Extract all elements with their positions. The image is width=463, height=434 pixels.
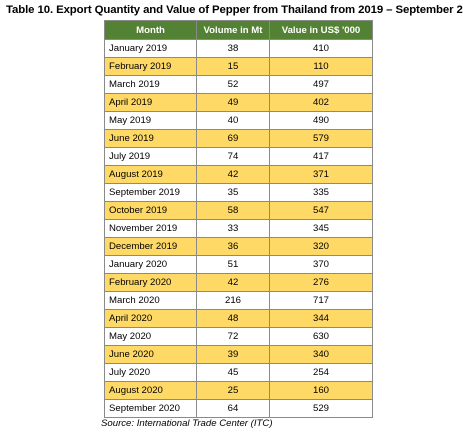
cell-volume: 38 <box>196 39 270 58</box>
table-row: April 2019 49 402 <box>104 93 373 112</box>
cell-month: January 2019 <box>104 39 197 58</box>
cell-month: February 2020 <box>104 273 197 292</box>
cell-value: 345 <box>269 219 373 238</box>
table-row: February 2020 42 276 <box>104 273 373 292</box>
cell-value: 371 <box>269 165 373 184</box>
table-header-row: Month Volume in Mt Value in US$ '000 <box>104 20 373 40</box>
cell-volume: 64 <box>196 399 270 418</box>
cell-month: June 2019 <box>104 129 197 148</box>
cell-value: 370 <box>269 255 373 274</box>
cell-value: 110 <box>269 57 373 76</box>
cell-volume: 48 <box>196 309 270 328</box>
cell-value: 410 <box>269 39 373 58</box>
table-row: March 2020 216 717 <box>104 291 373 310</box>
cell-volume: 42 <box>196 165 270 184</box>
cell-month: September 2020 <box>104 399 197 418</box>
table-row: January 2019 38 410 <box>104 39 373 58</box>
cell-volume: 52 <box>196 75 270 94</box>
cell-month: August 2020 <box>104 381 197 400</box>
cell-value: 547 <box>269 201 373 220</box>
cell-month: May 2019 <box>104 111 197 130</box>
table-row: December 2019 36 320 <box>104 237 373 256</box>
cell-month: January 2020 <box>104 255 197 274</box>
table-row: May 2020 72 630 <box>104 327 373 346</box>
cell-month: February 2019 <box>104 57 197 76</box>
cell-month: April 2020 <box>104 309 197 328</box>
table-row: April 2020 48 344 <box>104 309 373 328</box>
cell-month: October 2019 <box>104 201 197 220</box>
table-row: January 2020 51 370 <box>104 255 373 274</box>
cell-value: 497 <box>269 75 373 94</box>
cell-value: 276 <box>269 273 373 292</box>
table-row: November 2019 33 345 <box>104 219 373 238</box>
header-volume: Volume in Mt <box>196 20 270 40</box>
cell-month: August 2019 <box>104 165 197 184</box>
table-row: August 2019 42 371 <box>104 165 373 184</box>
cell-month: December 2019 <box>104 237 197 256</box>
table-row: June 2019 69 579 <box>104 129 373 148</box>
table-row: March 2019 52 497 <box>104 75 373 94</box>
cell-value: 344 <box>269 309 373 328</box>
cell-month: July 2020 <box>104 363 197 382</box>
cell-value: 490 <box>269 111 373 130</box>
cell-volume: 216 <box>196 291 270 310</box>
cell-month: March 2019 <box>104 75 197 94</box>
cell-value: 402 <box>269 93 373 112</box>
cell-volume: 40 <box>196 111 270 130</box>
table-row: May 2019 40 490 <box>104 111 373 130</box>
cell-month: April 2019 <box>104 93 197 112</box>
cell-volume: 72 <box>196 327 270 346</box>
cell-value: 160 <box>269 381 373 400</box>
table-row: July 2020 45 254 <box>104 363 373 382</box>
cell-month: May 2020 <box>104 327 197 346</box>
cell-volume: 58 <box>196 201 270 220</box>
cell-volume: 49 <box>196 93 270 112</box>
cell-volume: 33 <box>196 219 270 238</box>
cell-value: 335 <box>269 183 373 202</box>
cell-volume: 35 <box>196 183 270 202</box>
table-title: Table 10. Export Quantity and Value of P… <box>6 4 463 16</box>
table-row: September 2019 35 335 <box>104 183 373 202</box>
cell-month: November 2019 <box>104 219 197 238</box>
cell-volume: 39 <box>196 345 270 364</box>
cell-volume: 69 <box>196 129 270 148</box>
cell-volume: 42 <box>196 273 270 292</box>
export-table: Month Volume in Mt Value in US$ '000 Jan… <box>104 20 373 418</box>
source-note: Source: International Trade Center (ITC) <box>101 418 273 429</box>
table-row: July 2019 74 417 <box>104 147 373 166</box>
table-body: January 2019 38 410 February 2019 15 110… <box>104 39 373 418</box>
cell-month: June 2020 <box>104 345 197 364</box>
cell-volume: 74 <box>196 147 270 166</box>
cell-value: 579 <box>269 129 373 148</box>
cell-volume: 15 <box>196 57 270 76</box>
cell-volume: 45 <box>196 363 270 382</box>
table-row: October 2019 58 547 <box>104 201 373 220</box>
cell-month: September 2019 <box>104 183 197 202</box>
cell-value: 417 <box>269 147 373 166</box>
header-month: Month <box>104 20 197 40</box>
cell-value: 529 <box>269 399 373 418</box>
cell-value: 320 <box>269 237 373 256</box>
cell-volume: 51 <box>196 255 270 274</box>
cell-value: 254 <box>269 363 373 382</box>
cell-value: 717 <box>269 291 373 310</box>
table-row: August 2020 25 160 <box>104 381 373 400</box>
table-row: February 2019 15 110 <box>104 57 373 76</box>
cell-month: March 2020 <box>104 291 197 310</box>
table-row: September 2020 64 529 <box>104 399 373 418</box>
cell-month: July 2019 <box>104 147 197 166</box>
cell-volume: 36 <box>196 237 270 256</box>
cell-value: 340 <box>269 345 373 364</box>
cell-volume: 25 <box>196 381 270 400</box>
header-value: Value in US$ '000 <box>269 20 373 40</box>
table-row: June 2020 39 340 <box>104 345 373 364</box>
cell-value: 630 <box>269 327 373 346</box>
